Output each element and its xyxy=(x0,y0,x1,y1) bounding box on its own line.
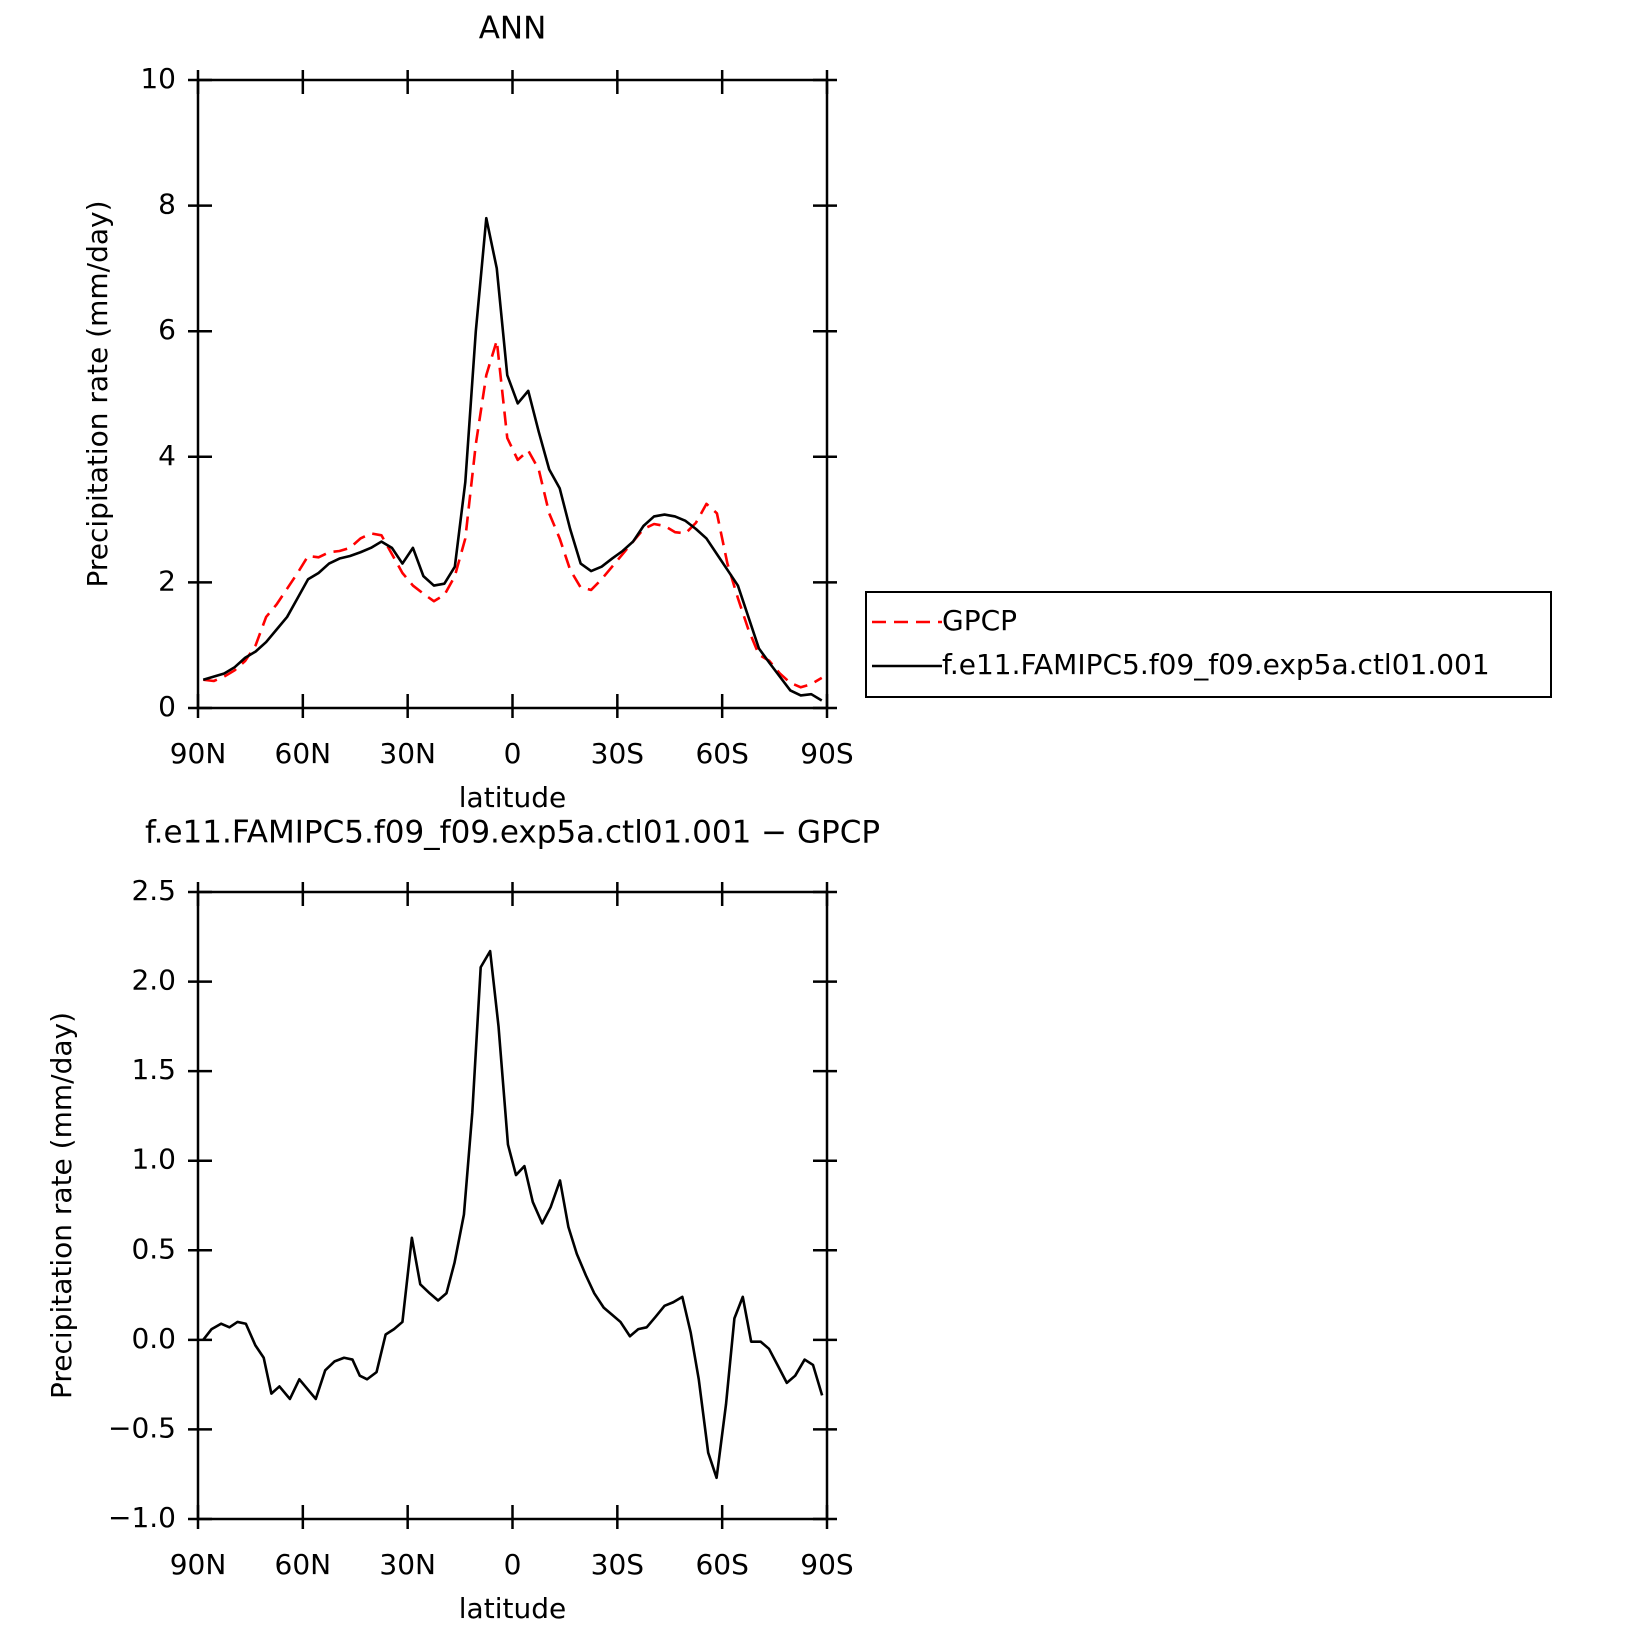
x-tick-label: 90S xyxy=(800,737,853,770)
x-tick-label: 30S xyxy=(591,737,644,770)
y-axis-label: Precipitation rate (mm/day) xyxy=(45,1012,78,1399)
x-axis-label: latitude xyxy=(459,781,566,814)
x-tick-label: 60N xyxy=(275,737,332,770)
y-tick-label: 2.0 xyxy=(131,964,176,997)
y-tick-label: 0.5 xyxy=(131,1232,176,1265)
x-tick-label: 90N xyxy=(170,1548,227,1581)
x-tick-label: 90S xyxy=(800,1548,853,1581)
data-line xyxy=(202,216,823,702)
x-tick-label: 30S xyxy=(591,1548,644,1581)
chart-title: f.e11.FAMIPC5.f09_f09.exp5a.ctl01.001 − … xyxy=(145,815,880,851)
x-tick-label: 60S xyxy=(695,1548,748,1581)
x-tick-label: 60N xyxy=(275,1548,332,1581)
y-tick-label: 2.5 xyxy=(131,874,176,907)
x-tick-label: 30N xyxy=(379,1548,436,1581)
y-tick-label: 0.0 xyxy=(131,1322,176,1355)
x-axis-label: latitude xyxy=(459,1592,566,1624)
legend-label: f.e11.FAMIPC5.f09_f09.exp5a.ctl01.001 xyxy=(942,648,1490,681)
y-axis-label: Precipitation rate (mm/day) xyxy=(81,200,114,587)
x-tick-label: 0 xyxy=(504,737,522,770)
x-tick-label: 30N xyxy=(379,737,436,770)
x-tick-label: 90N xyxy=(170,737,227,770)
data-line xyxy=(203,339,823,689)
plot-frame xyxy=(196,78,829,710)
y-tick-label: 10 xyxy=(140,62,176,95)
y-tick-label: −0.5 xyxy=(108,1411,176,1444)
x-tick-label: 0 xyxy=(504,1548,522,1581)
y-tick-label: 8 xyxy=(158,188,176,221)
y-tick-label: 6 xyxy=(158,313,176,346)
y-tick-label: 2 xyxy=(158,564,176,597)
legend-label: GPCP xyxy=(942,604,1017,637)
data-line xyxy=(202,949,824,1480)
chart-title: ANN xyxy=(479,11,547,47)
y-tick-label: 1.0 xyxy=(131,1143,176,1176)
plot-frame xyxy=(196,890,829,1521)
y-tick-label: 1.5 xyxy=(131,1053,176,1086)
y-tick-label: 4 xyxy=(158,439,176,472)
y-tick-label: −1.0 xyxy=(108,1501,176,1534)
legend-box xyxy=(865,591,1552,698)
x-tick-label: 60S xyxy=(695,737,748,770)
y-tick-label: 0 xyxy=(158,690,176,723)
